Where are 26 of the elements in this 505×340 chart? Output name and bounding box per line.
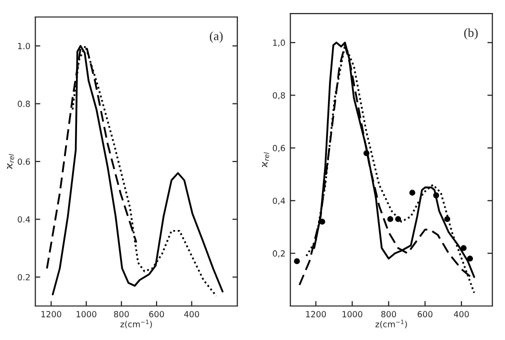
y-axis-title: ϰ$_{rel}$ (6, 154, 14, 169)
x-tick-label: 1200 (306, 311, 326, 318)
annotation: (b) (464, 28, 478, 40)
x-tick-label: 800 (114, 311, 129, 318)
y-tick-label: 1,0 (273, 40, 285, 47)
x-tick-label: 1200 (41, 311, 62, 318)
annotation: (a) (210, 31, 223, 43)
y-axis-title: ϰ$_{rel}$ (262, 152, 270, 168)
y-tick-label: 0,4 (272, 198, 286, 205)
y-tick-label: 0.8 (18, 100, 30, 107)
y-tick-label: 1.0 (18, 42, 30, 50)
x-tick-label: 800 (381, 311, 396, 318)
y-tick-label: 0,6 (272, 144, 285, 152)
y-tick-label: 0.4 (18, 216, 30, 223)
y-tick-label: 0.2 (18, 274, 30, 280)
x-tick-label: 1000 (342, 311, 362, 318)
y-tick-label: 0,8 (272, 92, 285, 100)
x-tick-label: 600 (418, 311, 432, 318)
x-axis-title: z(cm$^{−1}$) (375, 320, 407, 328)
y-tick-label: 0,2 (272, 250, 285, 258)
x-tick-label: 400 (454, 311, 469, 318)
x-axis-title: z(cm$^{−1}$) (120, 320, 152, 328)
x-tick-label: 1000 (76, 311, 96, 318)
x-tick-label: 600 (149, 311, 164, 318)
y-tick-label: 0.6 (18, 158, 30, 165)
x-tick-label: 400 (184, 311, 200, 318)
